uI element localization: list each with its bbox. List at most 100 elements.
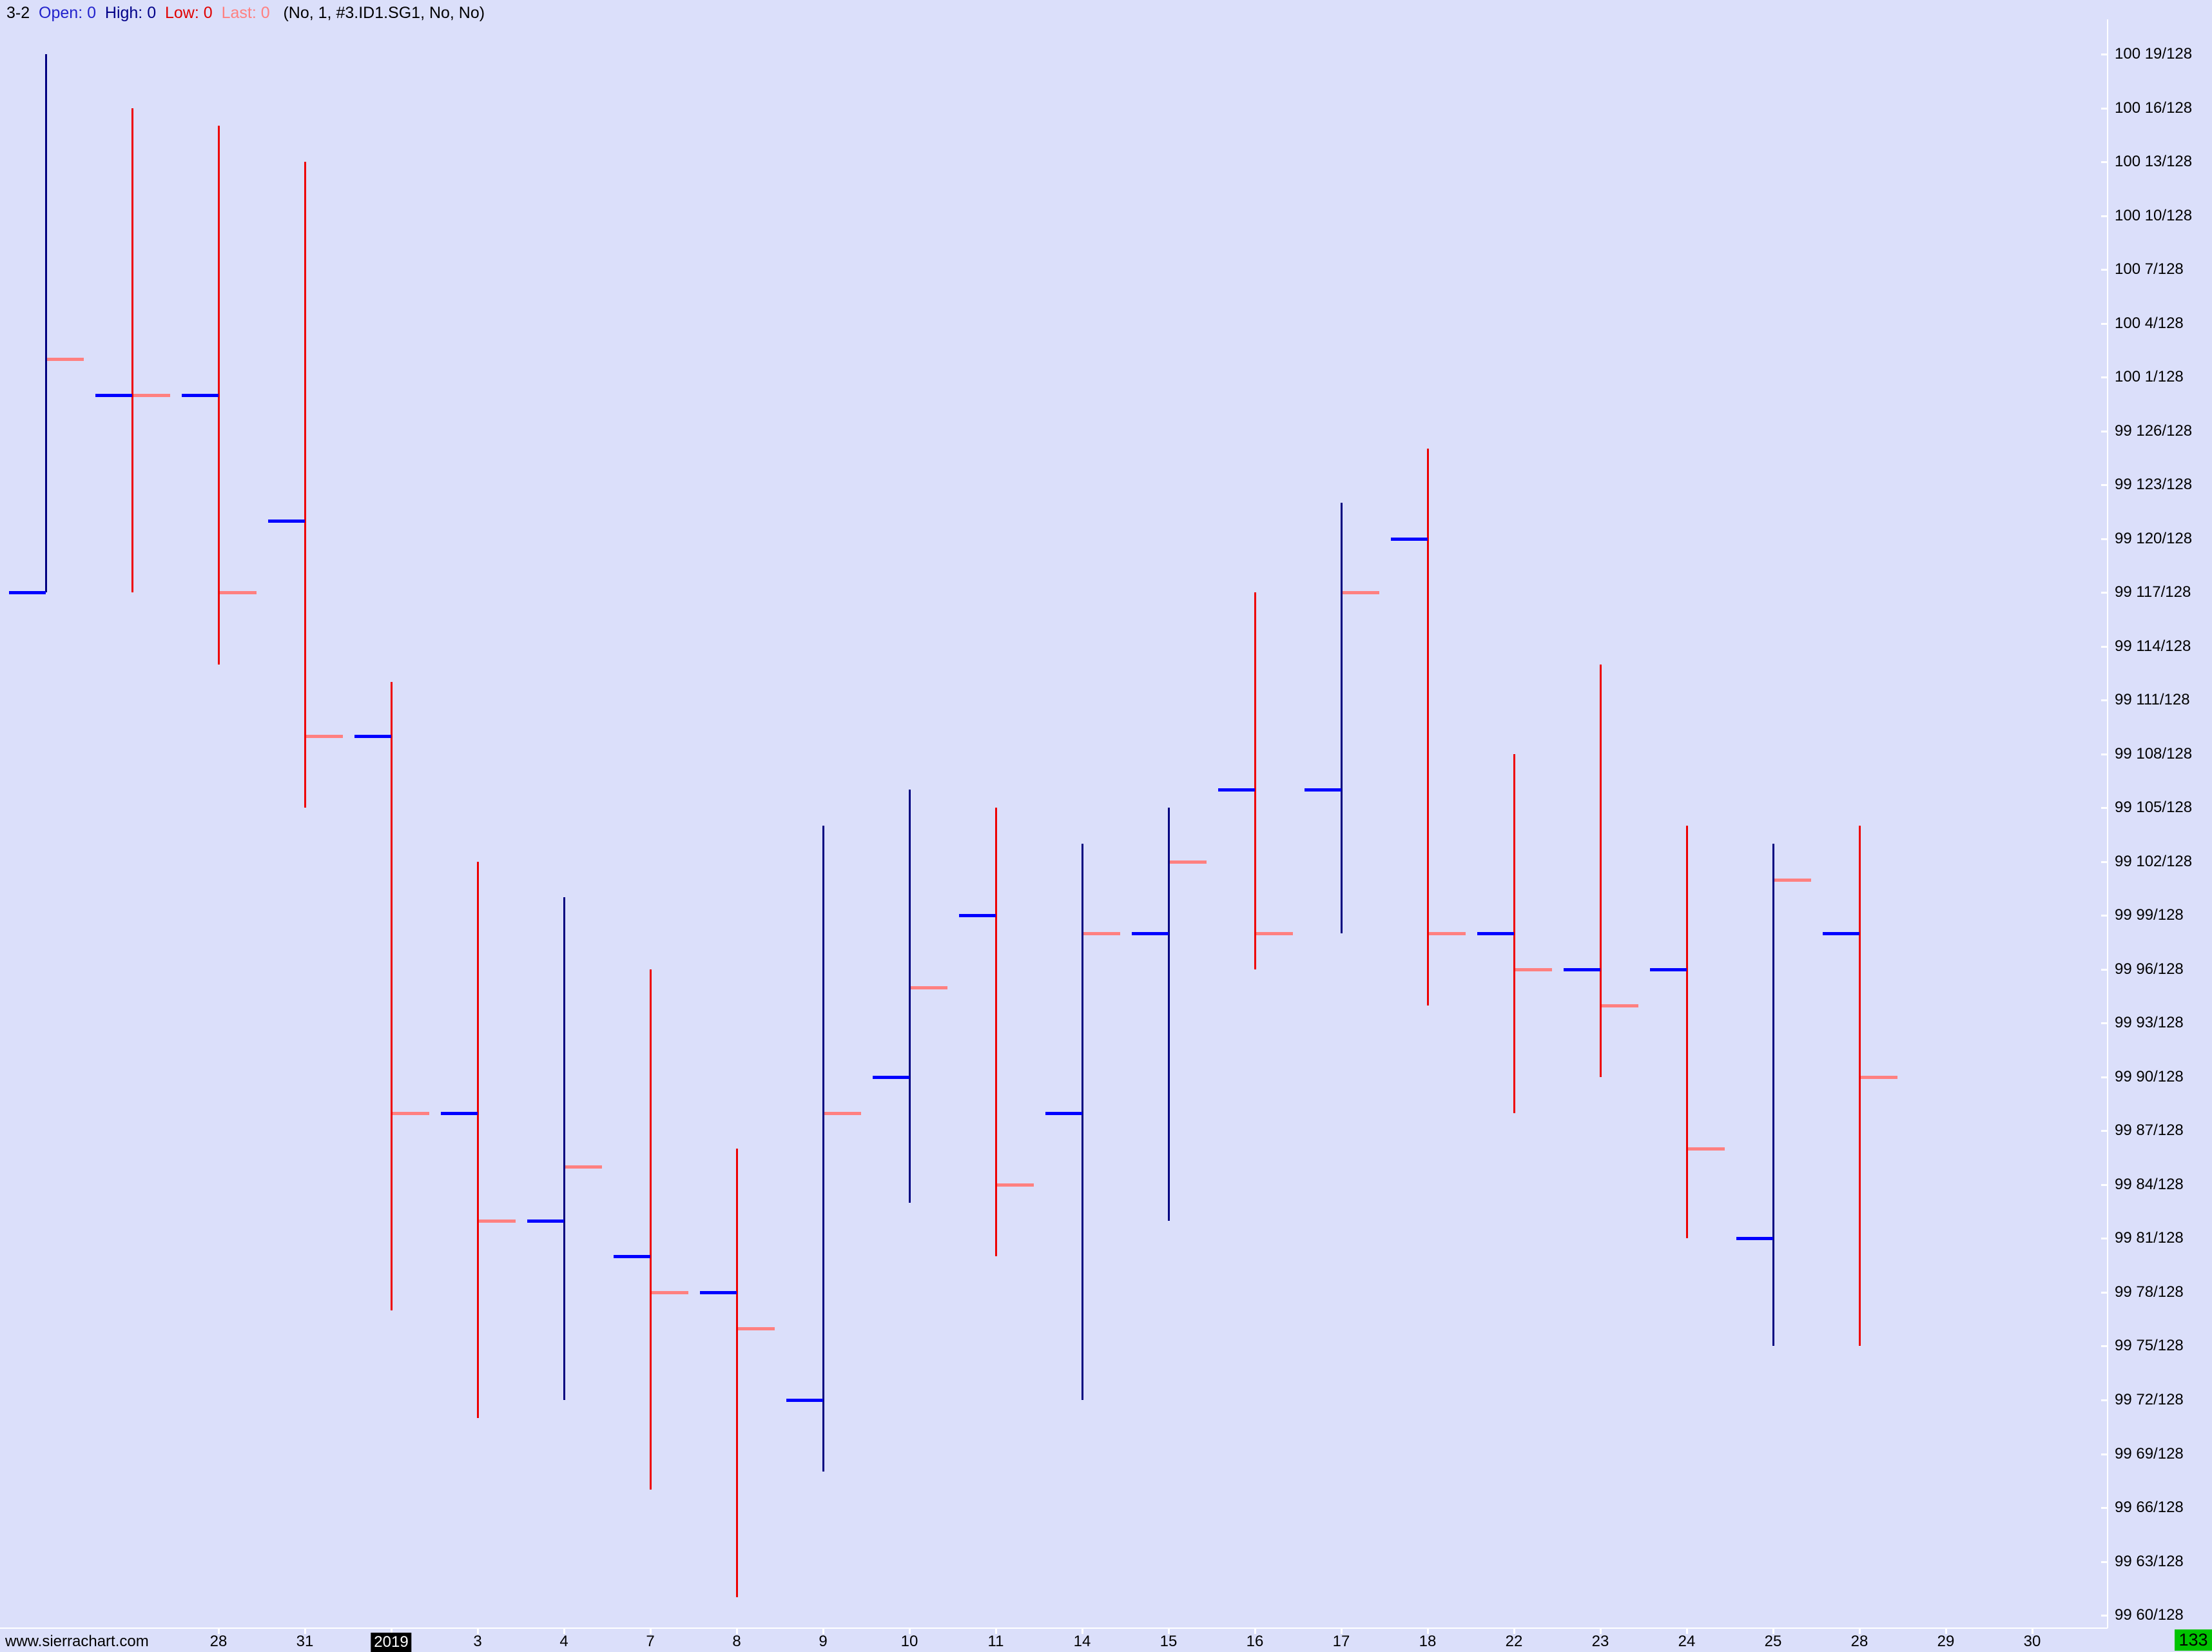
- time-scale-tick: [304, 1628, 306, 1634]
- bar-open-tick: [268, 520, 305, 523]
- bar-open-tick: [1132, 932, 1169, 935]
- time-axis-divider: [0, 1628, 2108, 1629]
- bar-close-tick: [220, 591, 257, 594]
- bar-close-tick: [1515, 968, 1552, 971]
- price-scale-label: 99 99/128: [2115, 906, 2184, 924]
- price-scale-label: 99 120/128: [2115, 530, 2193, 547]
- price-scale-tick: [2101, 161, 2108, 163]
- price-scale-label: 99 84/128: [2115, 1176, 2184, 1193]
- bar-high-low-line: [1082, 844, 1083, 1400]
- bar-open-tick: [873, 1076, 909, 1079]
- price-scale-label: 100 19/128: [2115, 45, 2193, 63]
- price-scale-label: 99 108/128: [2115, 745, 2193, 763]
- bar-high-low-line: [391, 682, 393, 1310]
- price-scale-label: 100 1/128: [2115, 368, 2184, 385]
- price-scale-label: 100 10/128: [2115, 207, 2193, 224]
- time-scale-label: 9: [819, 1633, 828, 1650]
- bar-close-tick: [1429, 932, 1466, 935]
- price-scale-tick: [2101, 538, 2108, 540]
- header-spacer: [270, 4, 284, 22]
- time-scale-label: 3: [473, 1633, 482, 1650]
- bar-high-low-line: [822, 826, 824, 1472]
- bar-close-tick: [306, 735, 343, 738]
- bar-high-low-line: [1513, 754, 1515, 1113]
- bar-open-tick: [182, 394, 218, 397]
- time-scale-tick: [1254, 1628, 1256, 1634]
- price-scale-label: 99 105/128: [2115, 799, 2193, 816]
- bar-high-low-line: [131, 108, 133, 592]
- symbol-label: 3-2: [6, 4, 30, 22]
- time-scale-tick: [477, 1628, 479, 1634]
- price-scale-tick: [2101, 1453, 2108, 1455]
- time-scale-label: 8: [732, 1633, 741, 1650]
- bar-close-tick: [1256, 932, 1293, 935]
- price-scale-label: 99 78/128: [2115, 1283, 2184, 1301]
- price-scale-label: 99 69/128: [2115, 1445, 2184, 1463]
- price-scale-label: 99 81/128: [2115, 1229, 2184, 1247]
- time-scale-label: 24: [1678, 1633, 1696, 1650]
- price-scale-tick: [2101, 915, 2108, 917]
- price-scale-tick: [2101, 1184, 2108, 1186]
- time-scale-tick: [1168, 1628, 1170, 1634]
- header-field-low: Low: 0: [156, 4, 213, 22]
- bar-high-low-line: [563, 897, 565, 1400]
- time-scale-label: 23: [1591, 1633, 1609, 1650]
- bar-high-low-line: [1254, 592, 1256, 969]
- header-ohlc-fields: Open: 0 High: 0 Low: 0 Last: 0: [30, 4, 283, 22]
- bar-open-tick: [95, 394, 132, 397]
- price-scale-tick: [2101, 323, 2108, 325]
- bar-open-tick: [1564, 968, 1600, 971]
- bar-open-tick: [1736, 1237, 1773, 1240]
- header-field-last: Last: 0: [212, 4, 270, 22]
- bar-open-tick: [1650, 968, 1687, 971]
- bar-close-tick: [1602, 1004, 1638, 1007]
- time-scale-tick: [218, 1628, 220, 1634]
- price-scale-label: 99 60/128: [2115, 1606, 2184, 1624]
- price-scale-label: 100 13/128: [2115, 153, 2193, 170]
- bar-high-low-line: [995, 808, 997, 1256]
- bar-close-tick: [1170, 860, 1207, 864]
- bar-high-low-line: [45, 54, 47, 592]
- price-scale-divider: [2107, 19, 2108, 1628]
- price-scale-tick: [2101, 699, 2108, 701]
- time-scale-tick: [1772, 1628, 1774, 1634]
- bar-high-low-line: [218, 126, 220, 665]
- bar-close-tick: [738, 1327, 775, 1330]
- time-scale-label-year-highlight: 2019: [371, 1633, 412, 1652]
- price-scale-tick: [2101, 431, 2108, 432]
- bar-open-tick: [9, 591, 46, 594]
- price-scale-tick: [2101, 861, 2108, 863]
- time-scale-tick: [2032, 1628, 2033, 1634]
- bar-open-tick: [1218, 788, 1255, 792]
- bar-open-tick: [1305, 788, 1341, 792]
- price-scale-label: 99 123/128: [2115, 476, 2193, 493]
- time-scale-tick: [1859, 1628, 1861, 1634]
- time-scale-label: 22: [1505, 1633, 1523, 1650]
- time-scale-label: 7: [646, 1633, 655, 1650]
- bar-close-tick: [1083, 932, 1120, 935]
- bar-high-low-line: [909, 790, 911, 1203]
- time-scale-tick: [650, 1628, 652, 1634]
- price-scale-label: 99 90/128: [2115, 1068, 2184, 1085]
- bar-high-low-line: [1686, 826, 1688, 1238]
- bar-open-tick: [354, 735, 391, 738]
- time-scale-label: 4: [559, 1633, 568, 1650]
- time-scale-tick: [909, 1628, 911, 1634]
- time-scale-tick: [1945, 1628, 1947, 1634]
- price-scale-label: 100 16/128: [2115, 99, 2193, 117]
- price-scale-tick: [2101, 1292, 2108, 1294]
- price-scale-label: 99 114/128: [2115, 637, 2191, 655]
- price-scale-label: 99 72/128: [2115, 1391, 2184, 1408]
- bar-open-tick: [441, 1112, 478, 1115]
- bar-high-low-line: [1600, 665, 1602, 1077]
- bar-high-low-line: [1772, 844, 1774, 1346]
- header-field-open: Open: 0: [30, 4, 96, 22]
- bar-high-low-line: [1341, 503, 1343, 933]
- price-scale-label: 99 63/128: [2115, 1553, 2184, 1570]
- countdown-badge: 133: [2175, 1629, 2212, 1651]
- price-scale-tick: [2101, 1507, 2108, 1509]
- time-scale-label: 28: [1850, 1633, 1868, 1650]
- bar-close-tick: [393, 1112, 429, 1115]
- bar-close-tick: [1343, 591, 1379, 594]
